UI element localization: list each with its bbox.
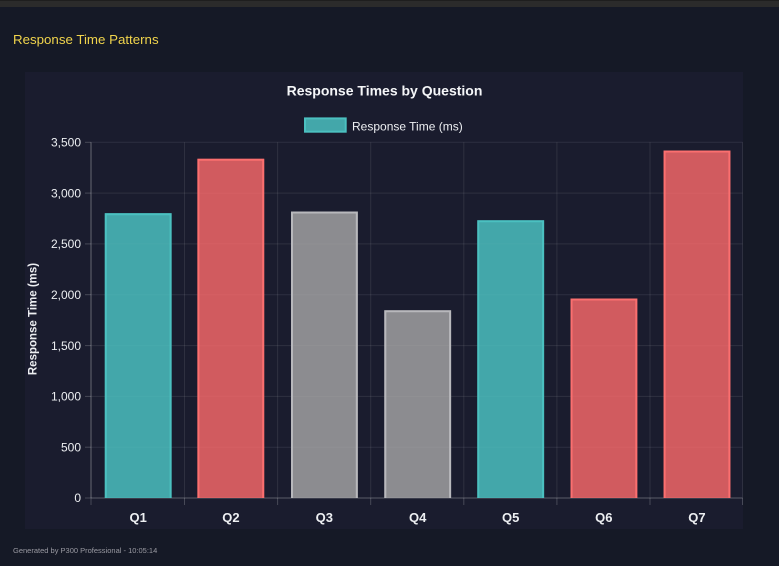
- svg-text:Response Time (ms): Response Time (ms): [28, 263, 40, 375]
- svg-text:Q1: Q1: [130, 510, 147, 525]
- svg-text:3,500: 3,500: [51, 136, 81, 150]
- svg-text:2,500: 2,500: [51, 237, 81, 251]
- svg-text:1,000: 1,000: [51, 390, 81, 404]
- svg-text:0: 0: [74, 491, 81, 505]
- svg-text:1,500: 1,500: [51, 339, 81, 353]
- svg-text:Q7: Q7: [688, 510, 705, 525]
- svg-text:3,000: 3,000: [51, 186, 81, 200]
- svg-text:Q2: Q2: [222, 510, 239, 525]
- svg-text:Q5: Q5: [502, 510, 519, 525]
- svg-text:Q3: Q3: [316, 510, 333, 525]
- svg-text:Response Time (ms): Response Time (ms): [352, 119, 463, 133]
- svg-text:2,000: 2,000: [51, 288, 81, 302]
- svg-text:Response Times by Question: Response Times by Question: [287, 82, 483, 98]
- svg-text:500: 500: [61, 440, 81, 454]
- svg-text:Q4: Q4: [409, 510, 427, 525]
- svg-text:Q6: Q6: [595, 510, 612, 525]
